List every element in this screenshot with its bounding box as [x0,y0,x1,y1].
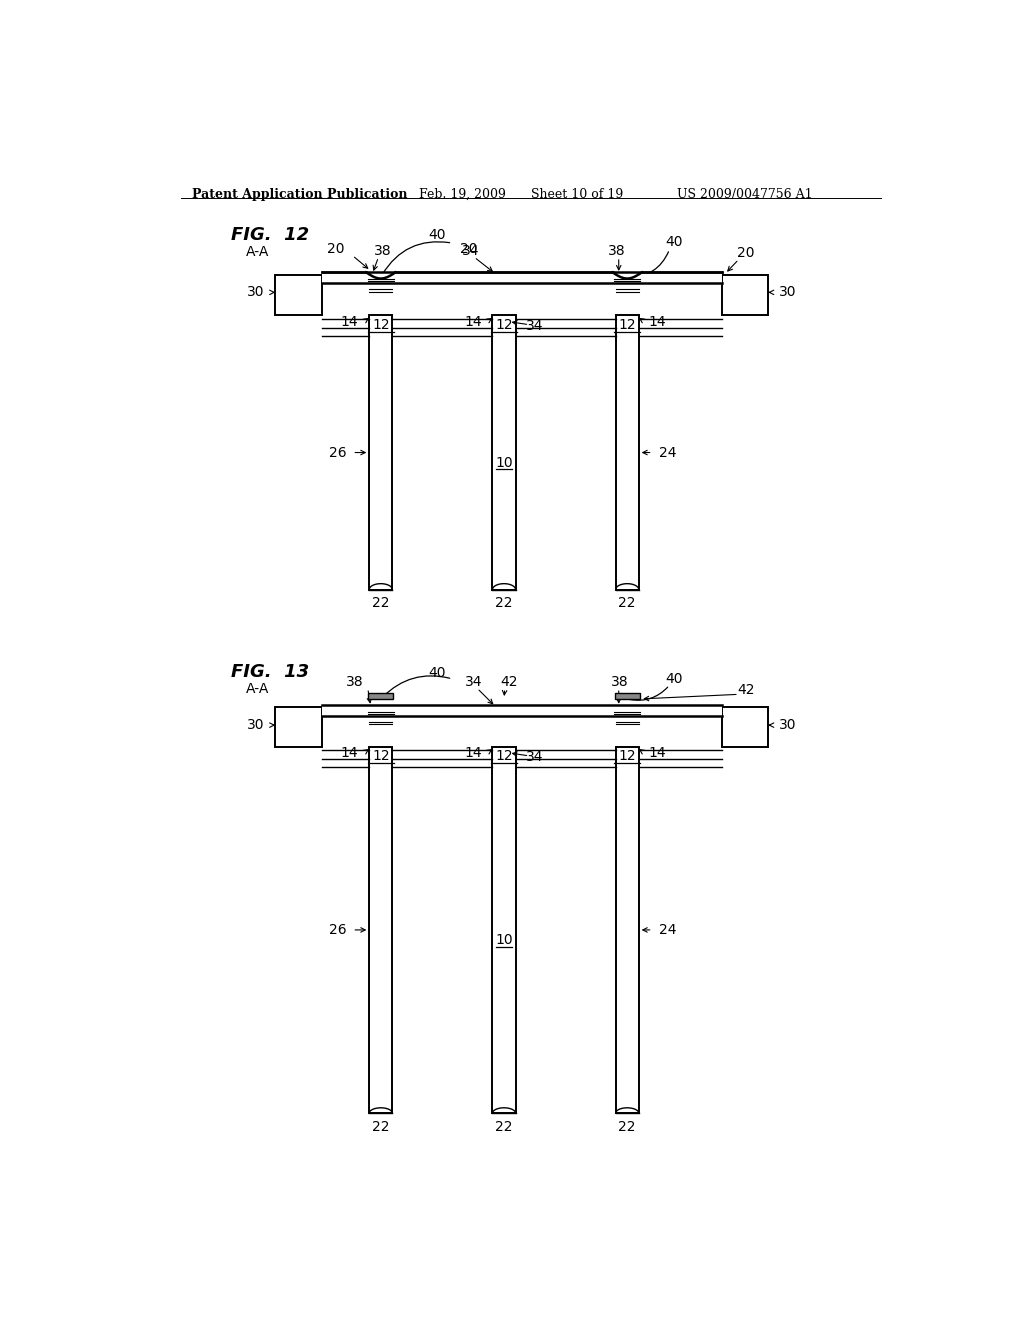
Text: 42: 42 [737,682,755,697]
Text: 22: 22 [496,1121,513,1134]
Text: 12: 12 [496,318,513,331]
Bar [275,276,322,315]
Text: 30: 30 [247,285,264,300]
Text: 12: 12 [496,748,513,763]
Text: 24: 24 [658,446,676,459]
Text: FIG.  12: FIG. 12 [230,226,309,244]
Text: 14: 14 [341,746,358,760]
Text: 40: 40 [429,228,446,243]
Text: 38: 38 [608,244,626,257]
Text: FIG.  13: FIG. 13 [230,663,309,681]
Text: 12: 12 [372,318,389,331]
Bar [615,315,639,590]
Text: 22: 22 [618,1121,636,1134]
Bar [493,747,515,1113]
Bar [322,705,722,715]
Text: 38: 38 [374,244,391,257]
Text: 12: 12 [618,748,636,763]
Text: A-A: A-A [246,682,269,696]
Text: 22: 22 [372,1121,389,1134]
Bar [615,747,639,1113]
Text: 20: 20 [460,243,477,256]
Text: 26: 26 [329,923,346,937]
Text: 14: 14 [464,314,481,329]
Text: 20: 20 [327,243,345,256]
Text: US 2009/0047756 A1: US 2009/0047756 A1 [677,187,813,201]
Text: 22: 22 [372,597,389,610]
Text: Patent Application Publication: Patent Application Publication [193,187,408,201]
Text: 10: 10 [496,933,513,946]
Bar [370,747,392,1113]
Text: 14: 14 [648,746,666,760]
Bar [614,693,640,700]
Text: 24: 24 [658,923,676,937]
Text: 30: 30 [779,718,797,733]
Text: 40: 40 [666,672,683,686]
Text: 38: 38 [611,675,629,689]
Text: 14: 14 [648,314,666,329]
Text: Feb. 19, 2009: Feb. 19, 2009 [419,187,506,201]
Text: 26: 26 [329,446,346,459]
Bar [322,272,722,284]
Text: A-A: A-A [246,246,269,260]
Bar [369,693,393,700]
Text: 40: 40 [666,235,683,248]
Text: 40: 40 [429,665,446,680]
Text: 34: 34 [526,319,544,333]
Bar [722,276,768,315]
Text: 10: 10 [496,455,513,470]
Text: 20: 20 [737,246,755,260]
Bar [370,315,392,590]
Text: 22: 22 [618,597,636,610]
Bar [722,706,768,747]
Text: Sheet 10 of 19: Sheet 10 of 19 [531,187,624,201]
Text: 38: 38 [345,675,364,689]
Text: 14: 14 [341,314,358,329]
Text: 14: 14 [464,746,481,760]
Text: 22: 22 [496,597,513,610]
Text: 30: 30 [247,718,264,733]
Text: 12: 12 [372,748,389,763]
Bar [275,706,322,747]
Text: 42: 42 [500,675,518,689]
Text: 34: 34 [465,675,482,689]
Text: 34: 34 [462,244,479,257]
Bar [493,315,515,590]
Text: 30: 30 [779,285,797,300]
Text: 12: 12 [618,318,636,331]
Text: 34: 34 [526,751,544,764]
